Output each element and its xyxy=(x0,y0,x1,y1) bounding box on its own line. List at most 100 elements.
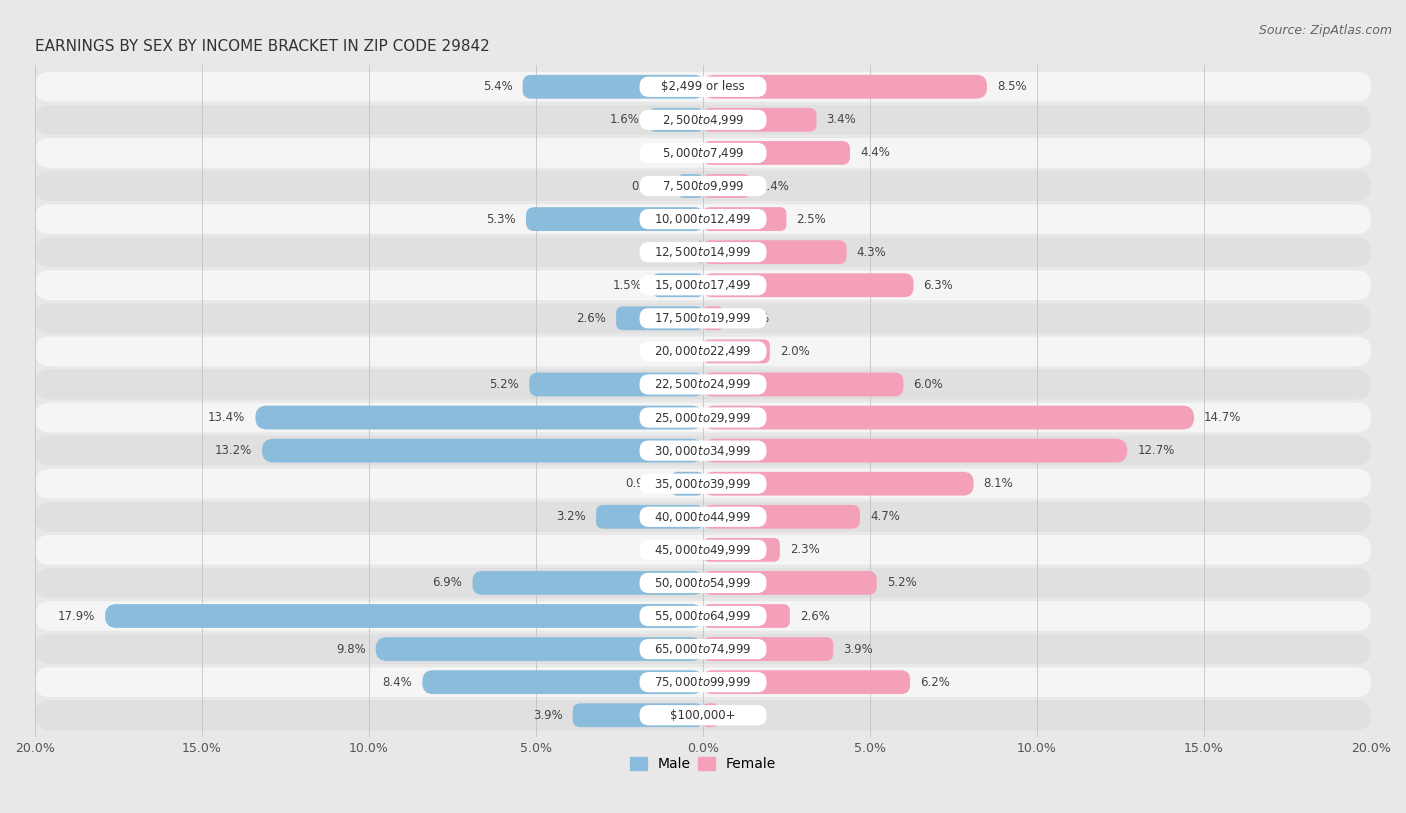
Text: 5.2%: 5.2% xyxy=(887,576,917,589)
FancyBboxPatch shape xyxy=(35,568,1371,598)
Text: 5.2%: 5.2% xyxy=(489,378,519,391)
Text: EARNINGS BY SEX BY INCOME BRACKET IN ZIP CODE 29842: EARNINGS BY SEX BY INCOME BRACKET IN ZIP… xyxy=(35,39,489,54)
Text: $55,000 to $64,999: $55,000 to $64,999 xyxy=(654,609,752,623)
FancyBboxPatch shape xyxy=(105,604,703,628)
Text: 2.5%: 2.5% xyxy=(797,212,827,225)
FancyBboxPatch shape xyxy=(256,406,703,429)
Legend: Male, Female: Male, Female xyxy=(624,752,782,776)
Text: $22,500 to $24,999: $22,500 to $24,999 xyxy=(654,377,752,392)
FancyBboxPatch shape xyxy=(703,141,851,165)
FancyBboxPatch shape xyxy=(526,207,703,231)
Text: $2,499 or less: $2,499 or less xyxy=(661,80,745,93)
Text: $35,000 to $39,999: $35,000 to $39,999 xyxy=(654,476,752,491)
FancyBboxPatch shape xyxy=(35,138,1371,167)
Text: $50,000 to $54,999: $50,000 to $54,999 xyxy=(654,576,752,590)
Text: 2.6%: 2.6% xyxy=(800,610,830,623)
FancyBboxPatch shape xyxy=(703,241,846,264)
Text: $12,500 to $14,999: $12,500 to $14,999 xyxy=(654,246,752,259)
Text: 0.0%: 0.0% xyxy=(664,345,693,358)
FancyBboxPatch shape xyxy=(35,502,1371,532)
Text: 17.9%: 17.9% xyxy=(58,610,96,623)
Text: 4.7%: 4.7% xyxy=(870,511,900,524)
FancyBboxPatch shape xyxy=(35,700,1371,730)
Text: 2.3%: 2.3% xyxy=(790,543,820,556)
Text: 3.9%: 3.9% xyxy=(533,709,562,722)
Text: $65,000 to $74,999: $65,000 to $74,999 xyxy=(654,642,752,656)
Text: 9.8%: 9.8% xyxy=(336,642,366,655)
FancyBboxPatch shape xyxy=(35,436,1371,466)
Text: 5.4%: 5.4% xyxy=(482,80,513,93)
Text: $20,000 to $22,499: $20,000 to $22,499 xyxy=(654,345,752,359)
Text: 13.2%: 13.2% xyxy=(215,444,252,457)
FancyBboxPatch shape xyxy=(703,670,910,694)
FancyBboxPatch shape xyxy=(703,571,877,595)
FancyBboxPatch shape xyxy=(640,110,766,130)
FancyBboxPatch shape xyxy=(35,72,1371,102)
FancyBboxPatch shape xyxy=(640,76,766,97)
Text: 0.44%: 0.44% xyxy=(728,709,765,722)
Text: 0.59%: 0.59% xyxy=(733,312,770,325)
Text: $100,000+: $100,000+ xyxy=(671,709,735,722)
FancyBboxPatch shape xyxy=(35,105,1371,135)
FancyBboxPatch shape xyxy=(596,505,703,528)
FancyBboxPatch shape xyxy=(703,703,717,727)
FancyBboxPatch shape xyxy=(703,604,790,628)
Text: 0.0%: 0.0% xyxy=(664,146,693,159)
Text: 4.3%: 4.3% xyxy=(856,246,886,259)
Text: 0.73%: 0.73% xyxy=(631,180,669,193)
FancyBboxPatch shape xyxy=(35,370,1371,399)
FancyBboxPatch shape xyxy=(35,535,1371,565)
FancyBboxPatch shape xyxy=(529,372,703,397)
FancyBboxPatch shape xyxy=(703,207,786,231)
Text: 2.6%: 2.6% xyxy=(576,312,606,325)
Text: 8.1%: 8.1% xyxy=(984,477,1014,490)
Text: 6.3%: 6.3% xyxy=(924,279,953,292)
FancyBboxPatch shape xyxy=(703,637,834,661)
Text: $40,000 to $44,999: $40,000 to $44,999 xyxy=(654,510,752,524)
Text: $2,500 to $4,999: $2,500 to $4,999 xyxy=(662,113,744,127)
FancyBboxPatch shape xyxy=(679,174,703,198)
FancyBboxPatch shape xyxy=(640,143,766,163)
Text: 6.2%: 6.2% xyxy=(920,676,950,689)
Text: $75,000 to $99,999: $75,000 to $99,999 xyxy=(654,675,752,689)
Text: $45,000 to $49,999: $45,000 to $49,999 xyxy=(654,543,752,557)
FancyBboxPatch shape xyxy=(640,474,766,493)
FancyBboxPatch shape xyxy=(35,667,1371,697)
FancyBboxPatch shape xyxy=(640,573,766,593)
FancyBboxPatch shape xyxy=(35,204,1371,234)
Text: 12.7%: 12.7% xyxy=(1137,444,1174,457)
FancyBboxPatch shape xyxy=(35,402,1371,433)
FancyBboxPatch shape xyxy=(35,171,1371,201)
FancyBboxPatch shape xyxy=(262,439,703,463)
Text: Source: ZipAtlas.com: Source: ZipAtlas.com xyxy=(1258,24,1392,37)
Text: 2.0%: 2.0% xyxy=(780,345,810,358)
FancyBboxPatch shape xyxy=(640,506,766,527)
FancyBboxPatch shape xyxy=(616,307,703,330)
FancyBboxPatch shape xyxy=(35,337,1371,367)
Text: 3.9%: 3.9% xyxy=(844,642,873,655)
FancyBboxPatch shape xyxy=(35,237,1371,267)
Text: 1.5%: 1.5% xyxy=(613,279,643,292)
FancyBboxPatch shape xyxy=(640,242,766,263)
Text: 4.4%: 4.4% xyxy=(860,146,890,159)
FancyBboxPatch shape xyxy=(703,273,914,297)
FancyBboxPatch shape xyxy=(35,634,1371,664)
Text: 14.7%: 14.7% xyxy=(1204,411,1241,424)
FancyBboxPatch shape xyxy=(640,407,766,428)
FancyBboxPatch shape xyxy=(523,75,703,98)
Text: $5,000 to $7,499: $5,000 to $7,499 xyxy=(662,146,744,160)
FancyBboxPatch shape xyxy=(703,108,817,132)
FancyBboxPatch shape xyxy=(650,108,703,132)
FancyBboxPatch shape xyxy=(703,75,987,98)
Text: 1.4%: 1.4% xyxy=(759,180,790,193)
Text: 3.4%: 3.4% xyxy=(827,113,856,126)
FancyBboxPatch shape xyxy=(35,469,1371,498)
FancyBboxPatch shape xyxy=(703,340,770,363)
FancyBboxPatch shape xyxy=(640,606,766,626)
FancyBboxPatch shape xyxy=(672,472,703,496)
FancyBboxPatch shape xyxy=(640,275,766,295)
FancyBboxPatch shape xyxy=(640,672,766,693)
FancyBboxPatch shape xyxy=(35,601,1371,631)
Text: $7,500 to $9,999: $7,500 to $9,999 xyxy=(662,179,744,193)
FancyBboxPatch shape xyxy=(640,341,766,362)
